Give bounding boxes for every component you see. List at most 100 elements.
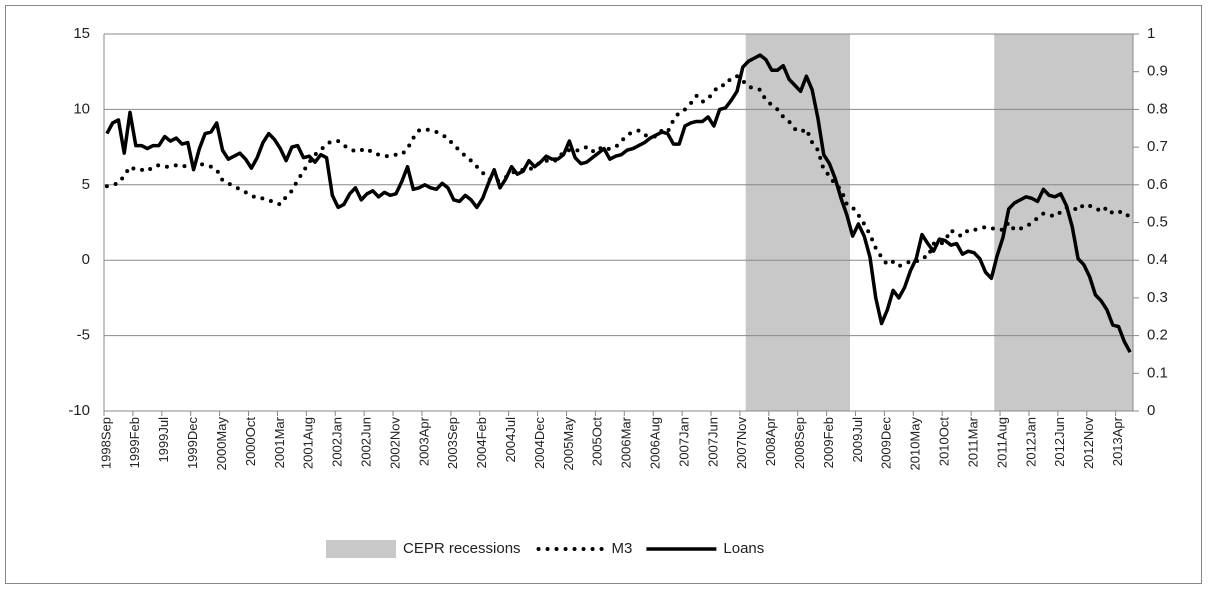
recession-bar bbox=[1086, 34, 1093, 411]
x-tick-label: 2008Apr bbox=[763, 416, 778, 466]
recession-bar bbox=[1046, 34, 1053, 411]
x-tick-label: 2013Apr bbox=[1110, 416, 1125, 466]
y-tick-label: -5 bbox=[77, 327, 90, 344]
y-tick-label: 0 bbox=[82, 251, 90, 268]
x-tick-label: 2012Nov bbox=[1081, 417, 1096, 470]
y2-tick-label: 0.6 bbox=[1147, 176, 1168, 193]
recession-bar bbox=[768, 34, 775, 411]
y2-tick-label: 0.8 bbox=[1147, 100, 1168, 117]
recession-bar bbox=[832, 34, 839, 411]
x-tick-label: 2007Nov bbox=[734, 417, 749, 470]
x-tick-label: 2009Feb bbox=[821, 417, 836, 468]
x-tick-label: 2012Jun bbox=[1052, 417, 1067, 467]
x-tick-label: 2000Oct bbox=[243, 417, 258, 467]
series-line bbox=[105, 53, 1132, 354]
x-tick-label: 1999Dec bbox=[185, 417, 200, 470]
recession-bar bbox=[809, 34, 816, 411]
y2-tick-label: 0.3 bbox=[1147, 289, 1168, 306]
x-tick-label: 1998Sep bbox=[98, 417, 113, 469]
x-tick-label: 2009Jul bbox=[850, 417, 865, 463]
y2-tick-label: 0.5 bbox=[1147, 213, 1168, 230]
y2-tick-label: 0 bbox=[1147, 402, 1155, 419]
recession-bar bbox=[757, 34, 764, 411]
legend-label: M3 bbox=[612, 540, 633, 557]
recession-bar bbox=[1092, 34, 1099, 411]
recession-bar bbox=[1011, 34, 1018, 411]
recession-bar bbox=[774, 34, 781, 411]
y2-tick-label: 0.2 bbox=[1147, 327, 1168, 344]
legend-swatch bbox=[326, 540, 396, 558]
recession-bar bbox=[751, 34, 758, 411]
recession-bar bbox=[826, 34, 833, 411]
y-tick-label: 15 bbox=[73, 25, 90, 42]
y-tick-label: 10 bbox=[73, 100, 90, 117]
x-tick-label: 2010Oct bbox=[937, 417, 952, 467]
x-tick-label: 2009Dec bbox=[879, 417, 894, 470]
x-tick-label: 2010May bbox=[908, 417, 923, 471]
legend-label: Loans bbox=[723, 540, 764, 557]
recession-bar bbox=[1104, 34, 1111, 411]
recession-bar bbox=[820, 34, 827, 411]
x-tick-label: 2002Nov bbox=[387, 417, 402, 470]
recession-bar bbox=[815, 34, 822, 411]
y-tick-label: 5 bbox=[82, 176, 90, 193]
recession-bar bbox=[1075, 34, 1082, 411]
recession-bar bbox=[1000, 34, 1007, 411]
legend-label: CEPR recessions bbox=[403, 540, 521, 557]
x-tick-label: 2011Aug bbox=[994, 417, 1009, 468]
recession-bar bbox=[1109, 34, 1116, 411]
recession-bar bbox=[1052, 34, 1059, 411]
x-tick-label: 2008Sep bbox=[792, 417, 807, 469]
x-tick-label: 2012Jan bbox=[1023, 417, 1038, 467]
x-tick-label: 2001Mar bbox=[272, 416, 287, 468]
recession-bar bbox=[1127, 34, 1134, 411]
recession-bar bbox=[745, 34, 752, 411]
recession-bar bbox=[1040, 34, 1047, 411]
recession-bar bbox=[994, 34, 1001, 411]
x-tick-label: 2006Mar bbox=[619, 416, 634, 468]
x-tick-label: 2004Feb bbox=[474, 417, 489, 468]
x-tick-label: 2007Jun bbox=[705, 417, 720, 467]
recession-bar bbox=[786, 34, 793, 411]
x-tick-label: 2004Dec bbox=[532, 417, 547, 470]
y2-tick-label: 0.4 bbox=[1147, 251, 1168, 268]
recession-bar bbox=[1057, 34, 1064, 411]
x-tick-label: 2002Jun bbox=[358, 417, 373, 467]
x-tick-label: 1999Jul bbox=[156, 417, 171, 463]
recession-bar bbox=[780, 34, 787, 411]
x-tick-label: 2011Mar bbox=[965, 416, 980, 467]
x-tick-label: 2003Apr bbox=[416, 416, 431, 466]
series-line bbox=[104, 74, 1133, 269]
recession-bar bbox=[1063, 34, 1070, 411]
x-tick-label: 2006Aug bbox=[648, 417, 663, 469]
x-tick-label: 1999Feb bbox=[127, 417, 142, 468]
recession-bar bbox=[1017, 34, 1024, 411]
recession-bar bbox=[843, 34, 851, 411]
x-tick-label: 2003Sep bbox=[445, 417, 460, 469]
recession-bar bbox=[1023, 34, 1030, 411]
recession-bar bbox=[803, 34, 810, 411]
y-tick-label: -10 bbox=[68, 402, 90, 419]
recession-bar bbox=[1034, 34, 1041, 411]
x-tick-label: 2005May bbox=[561, 417, 576, 471]
y2-tick-label: 1 bbox=[1147, 25, 1155, 42]
recession-bar bbox=[1098, 34, 1105, 411]
x-tick-label: 2005Oct bbox=[590, 417, 605, 467]
x-tick-label: 2007Jan bbox=[676, 417, 691, 467]
y2-tick-label: 0.1 bbox=[1147, 364, 1168, 381]
recession-bar bbox=[797, 34, 804, 411]
x-tick-label: 2001Aug bbox=[301, 417, 316, 469]
recession-bar bbox=[791, 34, 799, 411]
recession-bar bbox=[1121, 34, 1128, 411]
y2-tick-label: 0.9 bbox=[1147, 63, 1168, 80]
x-tick-label: 2000May bbox=[214, 417, 229, 471]
recession-bar bbox=[1115, 34, 1122, 411]
recession-bar bbox=[763, 34, 770, 411]
x-tick-label: 2004Jul bbox=[503, 417, 518, 463]
recession-bar bbox=[1028, 34, 1036, 411]
recession-bar bbox=[838, 34, 845, 411]
recession-bar bbox=[1080, 34, 1088, 411]
y2-tick-label: 0.7 bbox=[1147, 138, 1168, 155]
